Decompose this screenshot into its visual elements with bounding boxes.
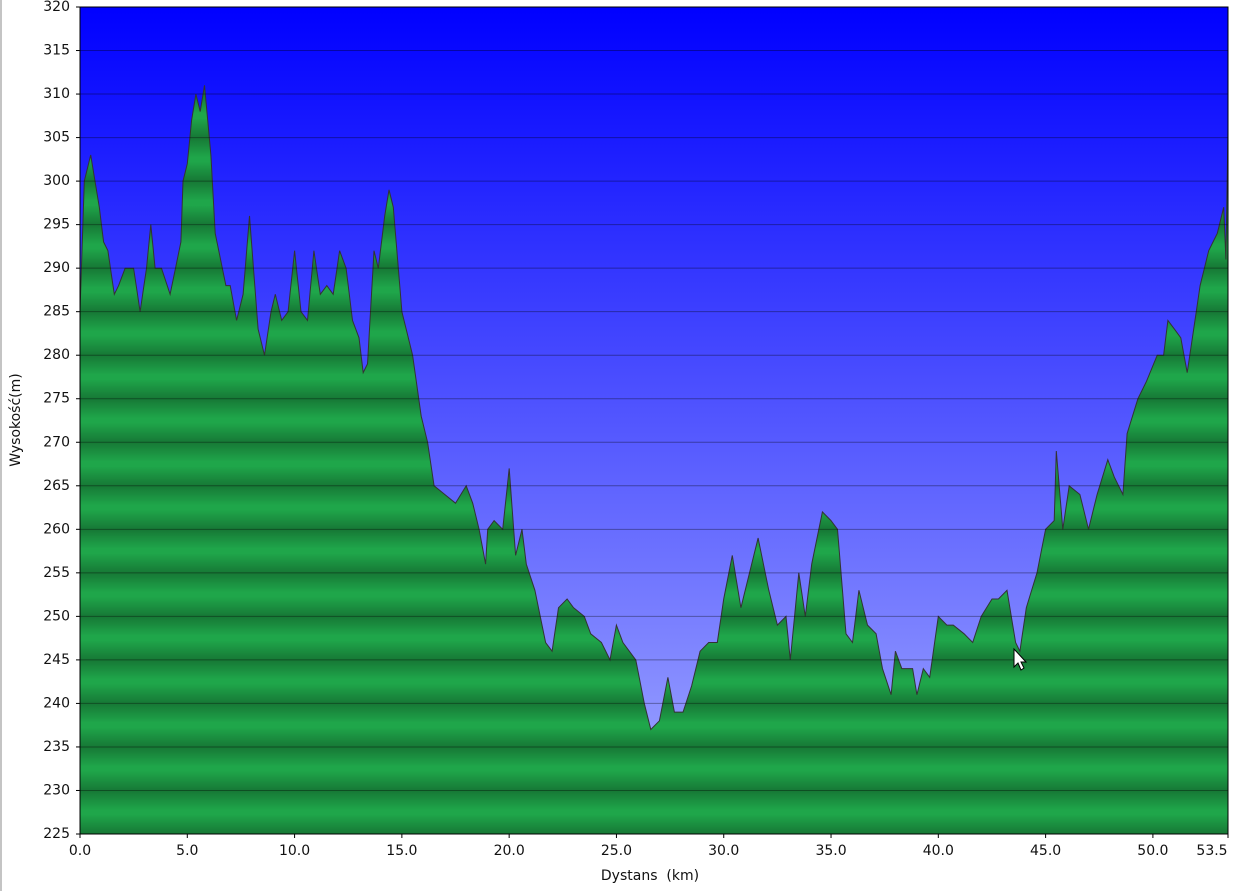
y-tick-label: 310: [43, 86, 70, 102]
y-tick-label: 305: [43, 130, 70, 146]
y-axis-label: Wysokość(m): [8, 373, 24, 466]
y-tick-label: 295: [43, 217, 70, 233]
x-tick-label: 15.0: [386, 843, 417, 859]
plot-border: [79, 6, 1229, 835]
mouse-cursor: [1013, 647, 1028, 671]
y-tick-label: 245: [43, 652, 70, 668]
y-tick-label: 300: [43, 173, 70, 189]
y-tick-label: 285: [43, 304, 70, 320]
y-tick-label: 225: [43, 826, 70, 842]
x-tick-label: 5.0: [176, 843, 198, 859]
plot-area: 225 230 235 240 245 250 255 260 265 270 275 280 285 2…: [43, 0, 1229, 859]
x-tick-label: 20.0: [494, 843, 525, 859]
x-tick-label: 40.0: [923, 843, 954, 859]
y-tick-label: 265: [43, 478, 70, 494]
y-tick-label: 280: [43, 347, 70, 363]
x-tick-label: 53.5: [1196, 843, 1227, 859]
x-tick-label: 0.0: [69, 843, 91, 859]
x-tick-label: 50.0: [1137, 843, 1168, 859]
y-tick-label: 235: [43, 739, 70, 755]
y-tick-label: 240: [43, 695, 70, 711]
elevation-line: [79, 85, 1229, 731]
elevation-area: [80, 85, 1228, 835]
x-tick-label: 45.0: [1030, 843, 1061, 859]
x-tick-label: 30.0: [708, 843, 739, 859]
y-tick-label: 290: [43, 260, 70, 276]
x-axis-label: Dystans (km): [601, 868, 699, 884]
x-tick-label: 35.0: [815, 843, 846, 859]
y-tick-label: 255: [43, 565, 70, 581]
y-tick-label: 315: [43, 43, 70, 59]
y-tick-label: 230: [43, 782, 70, 798]
y-tick-label: 260: [43, 521, 70, 537]
y-tick-label: 250: [43, 608, 70, 624]
y-tick-label: 275: [43, 391, 70, 407]
x-tick-label: 25.0: [601, 843, 632, 859]
y-tick-label: 320: [43, 0, 70, 15]
y-tick-label: 270: [43, 434, 70, 450]
x-tick-label: 10.0: [279, 843, 310, 859]
